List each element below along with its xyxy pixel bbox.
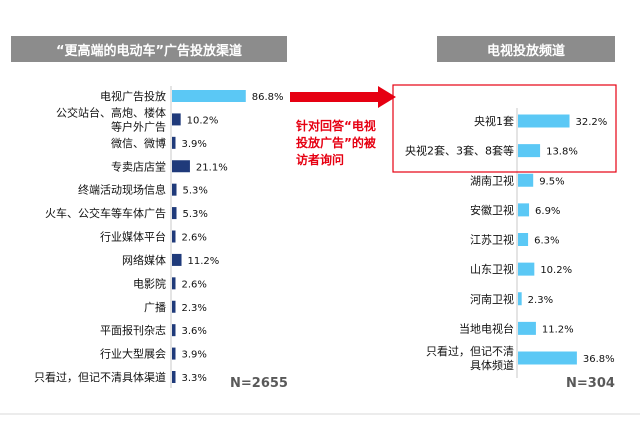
right-value-label-6: 2.3%	[528, 295, 553, 306]
left-category-label-5: 火车、公交车等车体广告	[45, 206, 166, 220]
annotation-text: 针对回答“电视投放广告”的被访者询问	[296, 118, 377, 167]
left-bar-12	[172, 371, 176, 383]
left-bar-11	[172, 347, 176, 360]
left-bar-9	[172, 300, 176, 313]
left-category-label-12: 只看过，但记不清具体渠道	[34, 370, 166, 384]
left-value-label-5: 5.3%	[183, 209, 208, 220]
left-value-label-4: 5.3%	[183, 186, 208, 197]
left-category-label-3: 专卖店店堂	[111, 159, 166, 173]
right-category-label-6: 河南卫视	[470, 292, 514, 306]
left-category-label-1: 公交站台、高炮、楼体等户外广告	[56, 105, 166, 133]
left-bar-10	[172, 324, 176, 337]
right-bar-1	[518, 144, 541, 158]
left-category-label-10: 平面报刊杂志	[100, 323, 166, 337]
left-value-label-10: 3.6%	[182, 326, 207, 337]
left-bar-4	[172, 183, 177, 196]
left-category-label-7: 网络媒体	[122, 253, 166, 267]
left-chart: 86.8% 电视广告投放 10.2% 公交站台、高炮、楼体等户外广告 3.9% 微信、微博…	[34, 89, 284, 384]
left-bar-5	[172, 207, 177, 220]
annotation-label: 针对回答“电视投放广告”的被访者询问	[296, 118, 377, 167]
left-bar-1	[172, 113, 181, 126]
left-category-label-4: 终端活动现场信息	[78, 183, 166, 197]
right-category-label-1: 央视2套、3套、8套等	[405, 144, 514, 158]
left-category-label-0: 电视广告投放	[100, 89, 166, 103]
right-value-label-8: 36.8%	[583, 354, 615, 365]
right-category-label-3: 安徽卫视	[470, 203, 514, 217]
left-bar-7	[172, 253, 182, 266]
highlight-arrow	[290, 86, 396, 108]
right-value-label-0: 32.2%	[576, 117, 608, 128]
right-chart: 32.2% 央视1套 13.8% 央视2套、3套、8套等 9.5% 湖南卫视 6.9% 安徽卫…	[405, 114, 615, 372]
right-bar-0	[518, 114, 570, 128]
left-value-label-0: 86.8%	[252, 92, 284, 103]
right-category-label-4: 江苏卫视	[470, 233, 514, 247]
right-value-label-7: 11.2%	[542, 324, 574, 335]
left-bar-0	[172, 90, 246, 102]
right-category-label-8: 只看过，但记不清具体频道	[426, 344, 514, 372]
left-category-label-2: 微信、微博	[111, 136, 166, 150]
right-value-label-4: 6.3%	[534, 236, 559, 247]
left-value-label-8: 2.6%	[182, 279, 207, 290]
right-bar-7	[518, 321, 536, 335]
left-bar-2	[172, 136, 176, 149]
right-bar-6	[518, 292, 522, 306]
right-bar-8	[518, 351, 577, 365]
left-chart-title: “更高端的电动车”广告投放渠道	[11, 36, 287, 62]
left-value-label-6: 2.6%	[182, 233, 207, 244]
highlight-box	[392, 84, 617, 173]
right-category-label-5: 山东卫视	[470, 262, 514, 276]
right-value-label-1: 13.8%	[546, 147, 578, 158]
left-value-label-12: 3.3%	[182, 373, 207, 384]
left-value-label-3: 21.1%	[196, 162, 228, 173]
right-bar-4	[518, 233, 529, 246]
left-bar-8	[172, 277, 176, 290]
right-category-label-2: 湖南卫视	[470, 173, 514, 187]
right-value-label-2: 9.5%	[539, 176, 564, 187]
right-value-label-5: 10.2%	[540, 265, 572, 276]
right-bar-5	[518, 262, 535, 276]
left-bar-6	[172, 230, 176, 243]
right-chart-title: 电视投放频道	[437, 36, 615, 62]
right-bar-3	[518, 203, 530, 217]
left-value-label-7: 11.2%	[188, 256, 220, 267]
right-category-label-0: 央视1套	[474, 114, 514, 128]
right-n-label: N=304	[566, 376, 615, 391]
left-value-label-1: 10.2%	[187, 115, 219, 126]
left-value-label-2: 3.9%	[182, 139, 207, 150]
left-value-label-9: 2.3%	[182, 303, 207, 314]
left-value-label-11: 3.9%	[182, 350, 207, 361]
left-category-label-11: 行业大型展会	[100, 347, 166, 361]
right-category-label-7: 当地电视台	[459, 321, 514, 335]
left-category-label-8: 电影院	[133, 276, 166, 290]
left-category-label-6: 行业媒体平台	[100, 230, 166, 244]
right-bar-2	[518, 173, 534, 187]
left-bar-3	[172, 160, 190, 173]
left-n-label: N=2655	[230, 376, 288, 391]
right-value-label-3: 6.9%	[535, 206, 560, 217]
left-category-label-9: 广播	[144, 300, 166, 314]
